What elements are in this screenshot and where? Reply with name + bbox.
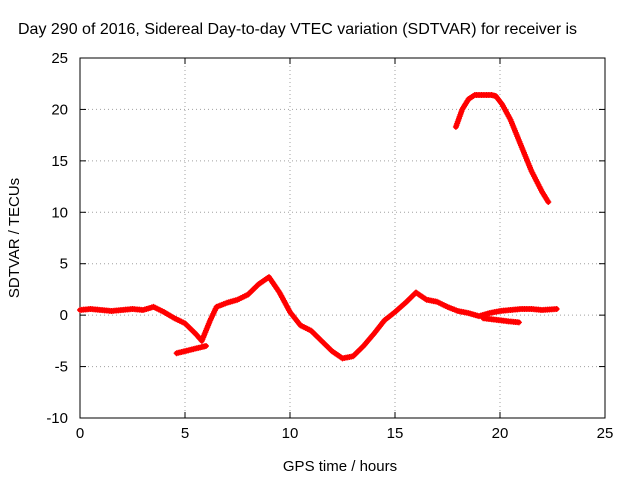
data-series — [77, 92, 560, 362]
y-tick-label: 10 — [51, 204, 68, 221]
data-point — [553, 305, 560, 312]
x-tick-label: 5 — [181, 425, 189, 442]
data-point — [545, 199, 552, 205]
x-tick-label: 20 — [492, 425, 509, 442]
y-tick-label: 15 — [51, 153, 68, 170]
y-tick-label: 25 — [51, 50, 68, 67]
x-axis-label: GPS time / hours — [283, 458, 397, 475]
series-lower-segment-19-21h — [480, 315, 522, 326]
axis-ticks: 0 5 10 15 20 25 -10 -5 0 5 10 15 20 25 — [46, 50, 613, 442]
x-tick-label: 15 — [387, 425, 404, 442]
plot-frame — [79, 57, 606, 419]
series-late-arc — [452, 92, 552, 205]
data-point — [515, 319, 522, 326]
y-tick-label: -5 — [55, 359, 68, 376]
x-tick-label: 0 — [76, 425, 84, 442]
x-tick-label: 10 — [282, 425, 299, 442]
y-tick-label: 0 — [60, 307, 68, 324]
data-point — [203, 343, 209, 349]
series-main-band — [77, 274, 560, 362]
y-axis-label: SDTVAR / TECUs — [6, 178, 23, 298]
data-point — [498, 99, 505, 106]
grid-lines — [80, 58, 605, 418]
chart-title: Day 290 of 2016, Sidereal Day-to-day VTE… — [18, 21, 577, 38]
y-tick-label: 20 — [51, 101, 68, 118]
series-line — [453, 92, 551, 205]
x-tick-label: 25 — [597, 425, 614, 442]
series-dip-segment-5h — [173, 343, 209, 357]
y-tick-label: -10 — [46, 410, 68, 427]
y-tick-label: 5 — [60, 256, 68, 273]
